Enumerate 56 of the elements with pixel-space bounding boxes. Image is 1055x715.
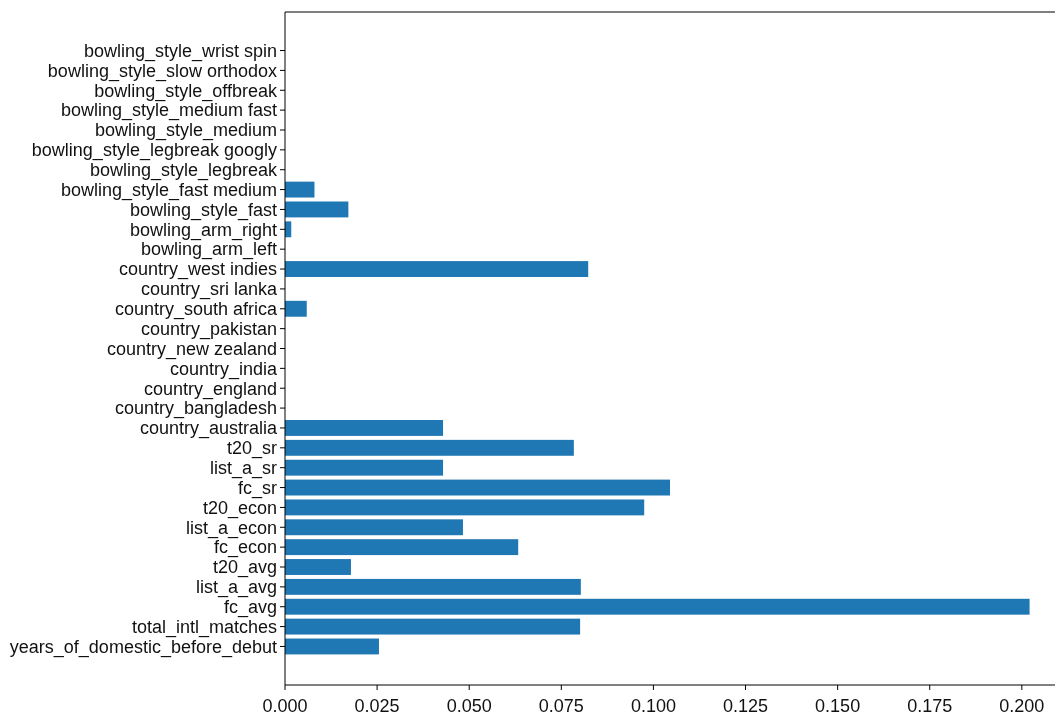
y-tick-label: bowling_style_fast medium xyxy=(60,179,277,201)
bar xyxy=(285,618,581,635)
bar xyxy=(285,479,670,496)
bar xyxy=(285,638,379,655)
y-tick-label: t20_econ xyxy=(202,497,277,519)
y-tick-label: t20_sr xyxy=(226,438,277,460)
bar xyxy=(285,499,645,516)
y-tick-label: country_south africa xyxy=(114,299,278,321)
y-tick-label: fc_econ xyxy=(213,537,277,559)
y-tick-label: bowling_style_legbreak xyxy=(89,160,278,182)
y-tick-label: country_england xyxy=(143,378,277,400)
y-tick-label: country_pakistan xyxy=(140,318,277,340)
bar xyxy=(285,261,589,277)
bar xyxy=(285,439,574,456)
x-tick-label: 0.000 xyxy=(262,696,308,715)
y-tick-label: bowling_arm_left xyxy=(140,239,277,261)
x-tick-label: 0.050 xyxy=(446,696,492,715)
y-tick-label: bowling_arm_right xyxy=(129,219,277,241)
bar xyxy=(285,519,463,536)
y-tick-label: bowling_style_medium xyxy=(94,120,277,142)
y-tick-label: country_australia xyxy=(139,418,278,440)
y-tick-label: list_a_econ xyxy=(185,517,277,539)
y-tick-label: t20_avg xyxy=(212,557,277,579)
y-tick-label: country_sri lanka xyxy=(140,279,278,301)
x-tick-label: 0.100 xyxy=(630,696,676,715)
x-tick-label: 0.200 xyxy=(999,696,1045,715)
y-tick-label: country_bangladesh xyxy=(114,398,277,420)
y-tick-label: bowling_style_legbreak googly xyxy=(31,140,277,162)
bar xyxy=(285,300,307,317)
bar xyxy=(285,539,519,556)
y-tick-label: country_west indies xyxy=(118,259,277,281)
x-tick-label: 0.175 xyxy=(907,696,953,715)
y-tick-label: bowling_style_wrist spin xyxy=(83,40,277,62)
y-tick-label: list_a_avg xyxy=(195,577,277,599)
x-tick-label: 0.125 xyxy=(723,696,769,715)
x-tick-label: 0.150 xyxy=(815,696,861,715)
bar xyxy=(285,559,351,575)
bar xyxy=(285,598,1030,615)
y-tick-label: country_india xyxy=(169,358,278,380)
bar xyxy=(285,181,315,198)
bar xyxy=(285,420,444,436)
y-tick-label: bowling_style_slow orthodox xyxy=(47,60,277,82)
x-tick-label: 0.075 xyxy=(538,696,584,715)
bar xyxy=(285,459,444,476)
x-tick-label: 0.025 xyxy=(354,696,400,715)
y-tick-label: years_of_domestic_before_debut xyxy=(9,636,277,658)
y-tick-label: country_new zealand xyxy=(106,338,277,360)
y-tick-label: fc_sr xyxy=(237,477,277,499)
y-tick-label: bowling_style_offbreak xyxy=(94,80,278,102)
bar xyxy=(285,578,581,595)
y-tick-label: bowling_style_medium fast xyxy=(60,100,277,122)
y-tick-label: fc_avg xyxy=(223,597,277,619)
y-tick-label: bowling_style_fast xyxy=(129,199,277,221)
y-tick-label: list_a_sr xyxy=(209,457,277,479)
y-tick-label: total_intl_matches xyxy=(131,616,277,638)
bar xyxy=(285,201,349,218)
